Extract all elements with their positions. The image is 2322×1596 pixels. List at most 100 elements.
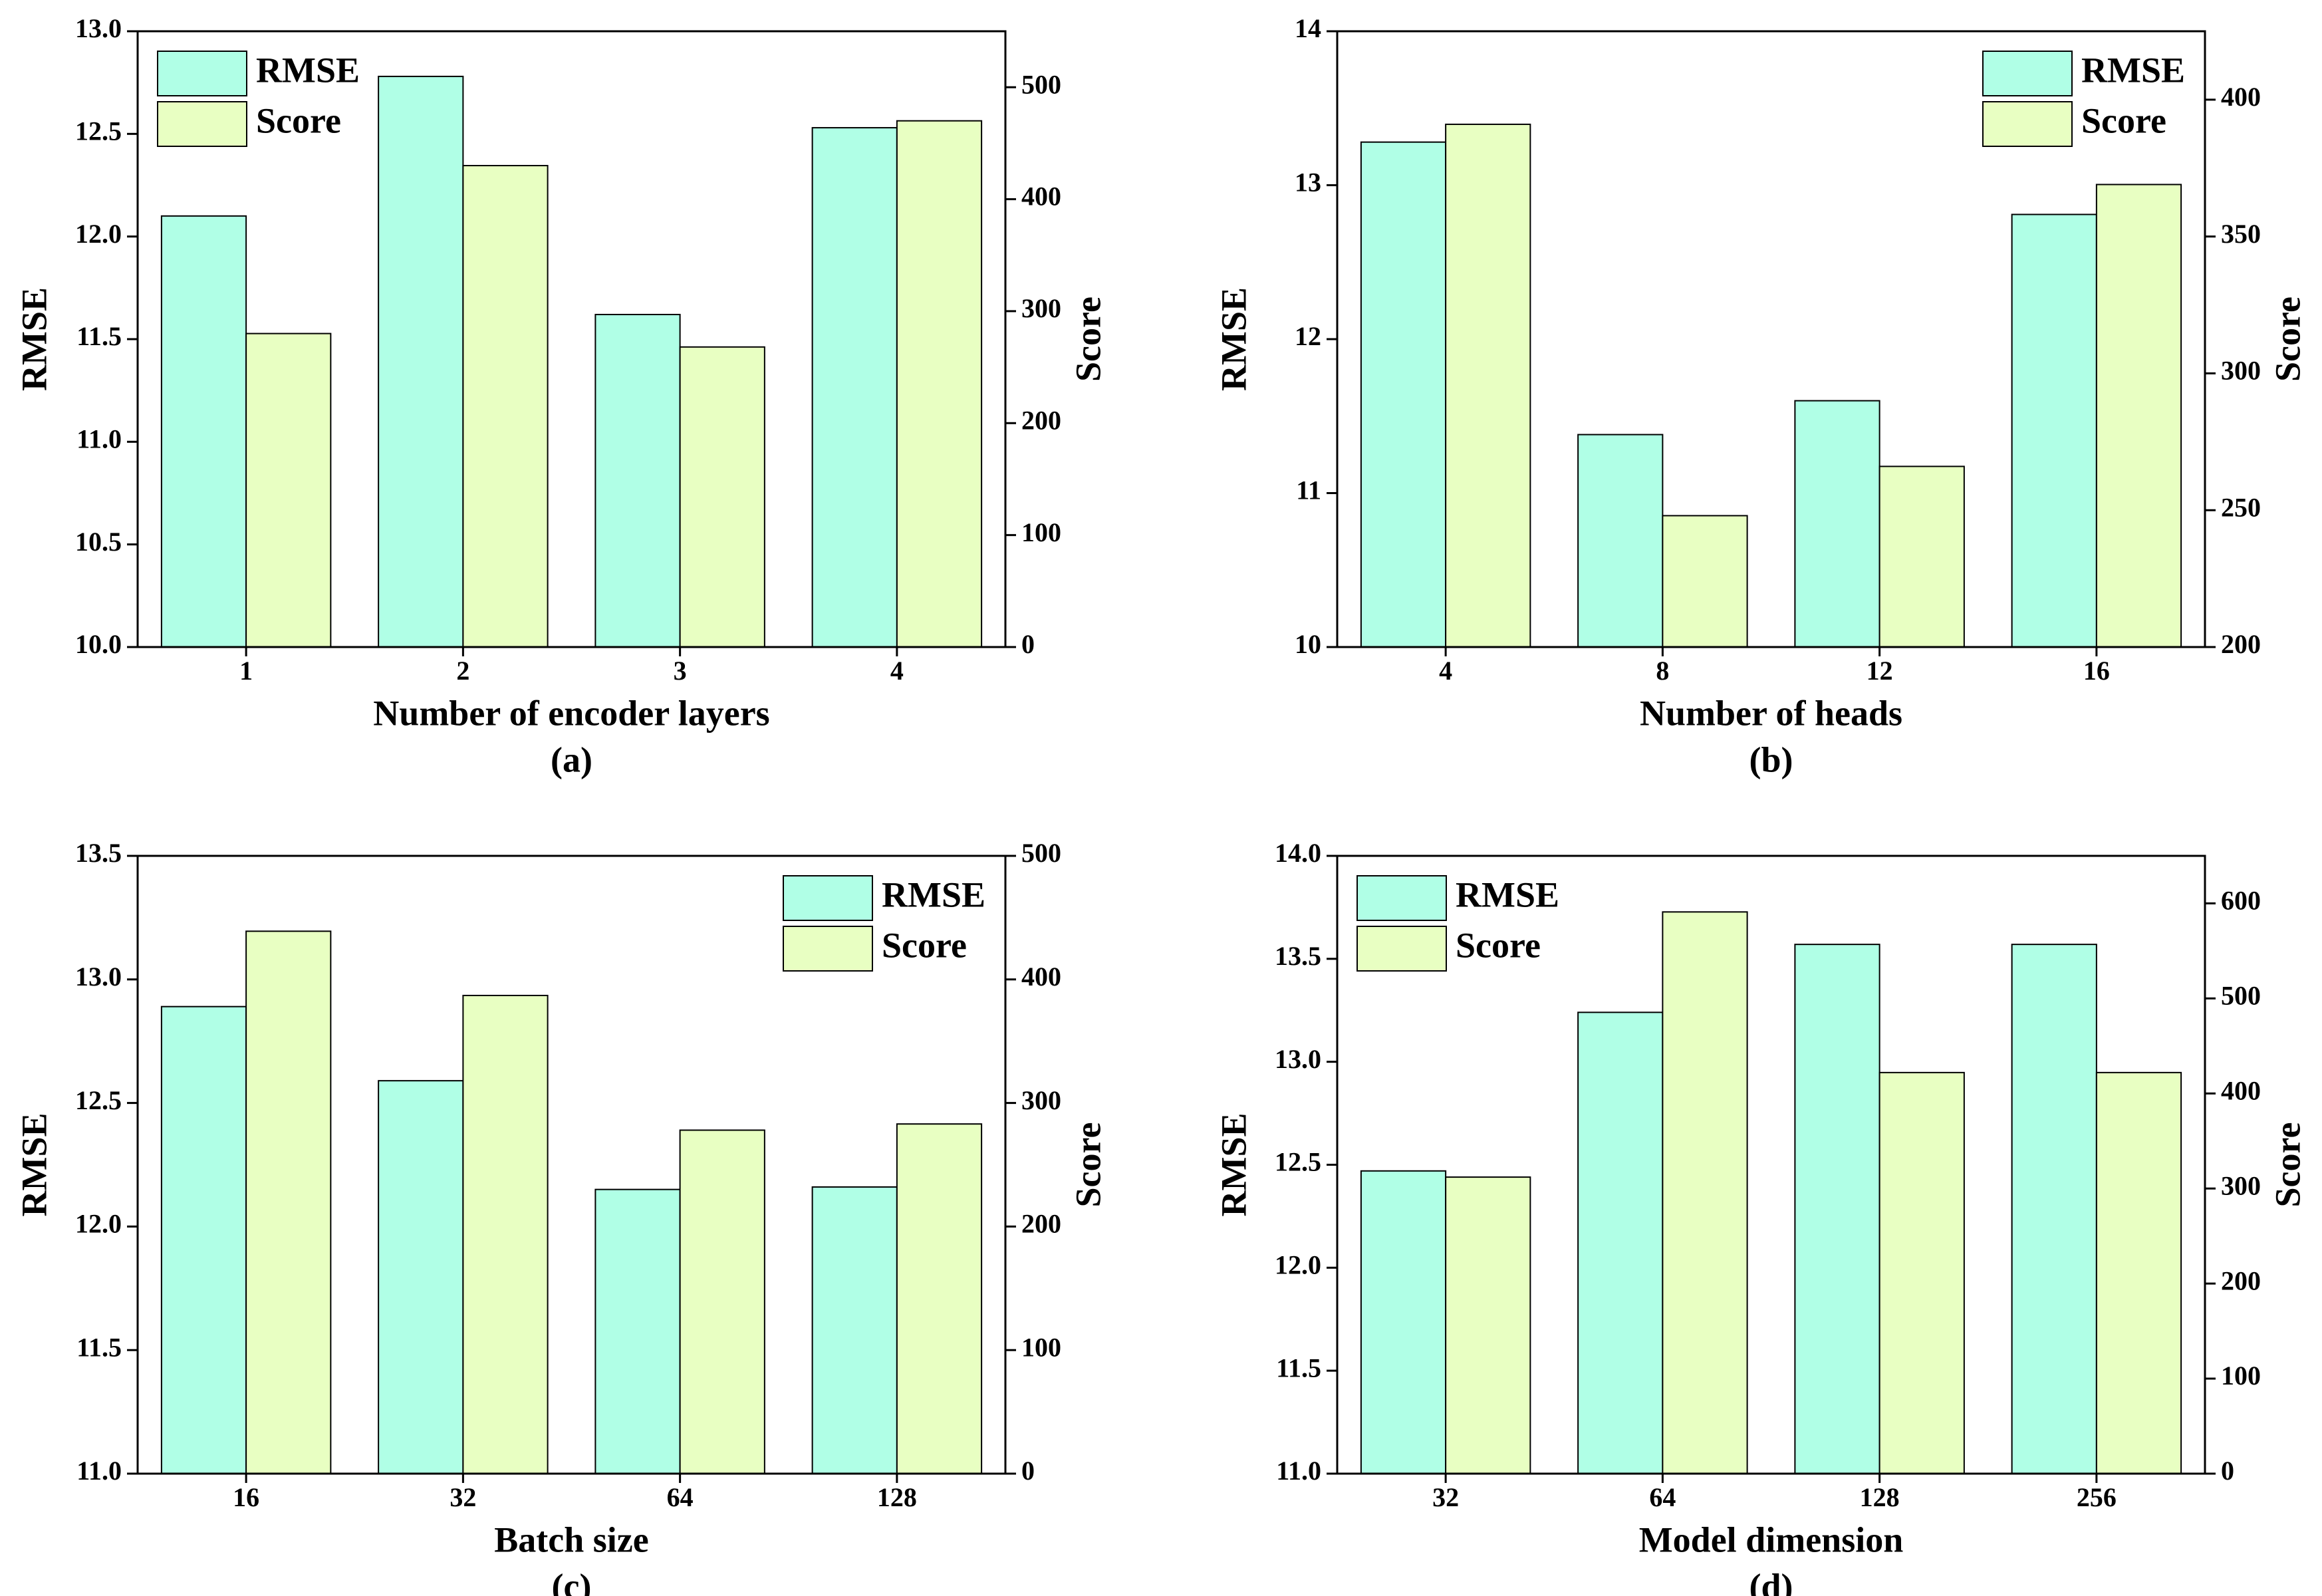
y2-tick-label: 300: [2221, 356, 2261, 386]
y2-tick-label: 0: [2221, 1456, 2234, 1486]
bar: [896, 120, 983, 648]
y2-tick-label: 500: [1021, 69, 1061, 99]
x-tick-label: 2: [456, 656, 469, 686]
y-tick-label: 11.0: [76, 424, 122, 454]
bar: [1445, 1176, 1531, 1474]
y2-tick-label: 300: [1021, 1085, 1061, 1115]
y2-tick-label: 400: [2221, 1075, 2261, 1105]
bar: [1794, 400, 1880, 648]
y2-tick-label: 400: [1021, 182, 1061, 211]
legend-label: RMSE: [256, 50, 360, 90]
y2-axis-label: Score: [1068, 297, 1108, 382]
legend-swatch: [783, 875, 873, 921]
bar: [1577, 1011, 1664, 1474]
y2-tick-label: 500: [1021, 838, 1061, 868]
y-tick-label: 13.5: [1275, 941, 1321, 971]
caption: (a): [551, 739, 592, 779]
x-axis-label: Model dimension: [1639, 1520, 1904, 1559]
bar: [1577, 434, 1664, 648]
plot-frame: [136, 855, 1007, 1475]
y-tick-label: 11.5: [1276, 1353, 1321, 1383]
x-tick-label: 4: [890, 656, 904, 686]
bar: [462, 165, 549, 648]
bar: [378, 75, 464, 648]
bar: [1878, 466, 1965, 648]
x-tick-label: 3: [674, 656, 687, 686]
bar: [1794, 944, 1880, 1474]
bar: [160, 215, 247, 648]
x-tick-label: 32: [1432, 1482, 1459, 1512]
x-tick-label: 4: [1439, 656, 1452, 686]
y-tick-label: 11: [1296, 475, 1321, 505]
bar: [245, 332, 332, 648]
x-tick-label: 1: [239, 656, 253, 686]
y2-tick-label: 200: [1021, 1209, 1061, 1239]
y2-tick-label: 200: [2221, 1265, 2261, 1295]
y-axis-label: RMSE: [1214, 287, 1253, 391]
legend-swatch: [157, 101, 247, 147]
legend-swatch: [157, 51, 247, 96]
bar: [1662, 911, 1748, 1474]
bar: [245, 930, 332, 1474]
y-tick-label: 11.5: [76, 321, 122, 351]
bar: [811, 127, 898, 648]
y-axis-label: RMSE: [14, 287, 54, 391]
y-tick-label: 12.5: [1275, 1147, 1321, 1177]
x-tick-label: 128: [877, 1482, 917, 1512]
y2-tick-label: 100: [1021, 517, 1061, 547]
y-tick-label: 13.5: [75, 838, 122, 868]
y-tick-label: 12.0: [1275, 1250, 1321, 1280]
y-tick-label: 12.0: [75, 219, 122, 249]
x-tick-label: 12: [1867, 656, 1893, 686]
y-tick-label: 13.0: [75, 13, 122, 43]
y2-tick-label: 300: [1021, 293, 1061, 323]
x-tick-label: 16: [233, 1482, 259, 1512]
y2-tick-label: 0: [1021, 629, 1035, 659]
y2-tick-label: 200: [2221, 629, 2261, 659]
legend-swatch: [783, 926, 873, 972]
bar: [1360, 1170, 1447, 1475]
y2-tick-label: 600: [2221, 886, 2261, 916]
y-tick-label: 10.0: [75, 629, 122, 659]
x-tick-label: 8: [1656, 656, 1669, 686]
bar: [1445, 123, 1531, 648]
bar: [160, 1005, 247, 1474]
y2-tick-label: 100: [1021, 1332, 1061, 1362]
x-axis-label: Number of heads: [1640, 693, 1902, 733]
y-tick-label: 12.5: [75, 116, 122, 146]
legend-label: Score: [256, 100, 341, 140]
x-axis-label: Number of encoder layers: [373, 693, 769, 733]
y2-tick-label: 500: [2221, 981, 2261, 1011]
x-axis-label: Batch size: [494, 1520, 648, 1559]
legend-swatch: [1356, 875, 1447, 921]
y2-tick-label: 300: [2221, 1170, 2261, 1200]
y2-tick-label: 100: [2221, 1361, 2261, 1391]
caption: (d): [1749, 1566, 1793, 1596]
y-tick-label: 14.0: [1275, 838, 1321, 868]
y-tick-label: 11.0: [1276, 1456, 1321, 1486]
y-tick-label: 13.0: [1275, 1044, 1321, 1074]
y-tick-label: 12: [1295, 321, 1321, 351]
legend-swatch: [1356, 926, 1447, 972]
bar: [679, 1129, 765, 1474]
bar: [811, 1186, 898, 1474]
y2-axis-label: Score: [2267, 297, 2307, 382]
legend-label: Score: [2081, 100, 2166, 140]
y-axis-label: RMSE: [1214, 1113, 1253, 1216]
y-tick-label: 14: [1295, 13, 1321, 43]
y-tick-label: 13: [1295, 168, 1321, 198]
x-tick-label: 32: [450, 1482, 476, 1512]
y-axis-label: RMSE: [14, 1113, 54, 1216]
y-tick-label: 11.5: [76, 1332, 122, 1362]
bar: [1662, 515, 1748, 648]
x-tick-label: 128: [1860, 1482, 1900, 1512]
y-tick-label: 10: [1295, 629, 1321, 659]
bar: [896, 1123, 983, 1475]
y2-tick-label: 0: [1021, 1456, 1035, 1486]
caption: (c): [552, 1566, 592, 1596]
bar: [462, 994, 549, 1474]
legend-swatch: [1982, 101, 2073, 147]
bar: [2095, 184, 2182, 648]
bar: [2011, 213, 2097, 648]
